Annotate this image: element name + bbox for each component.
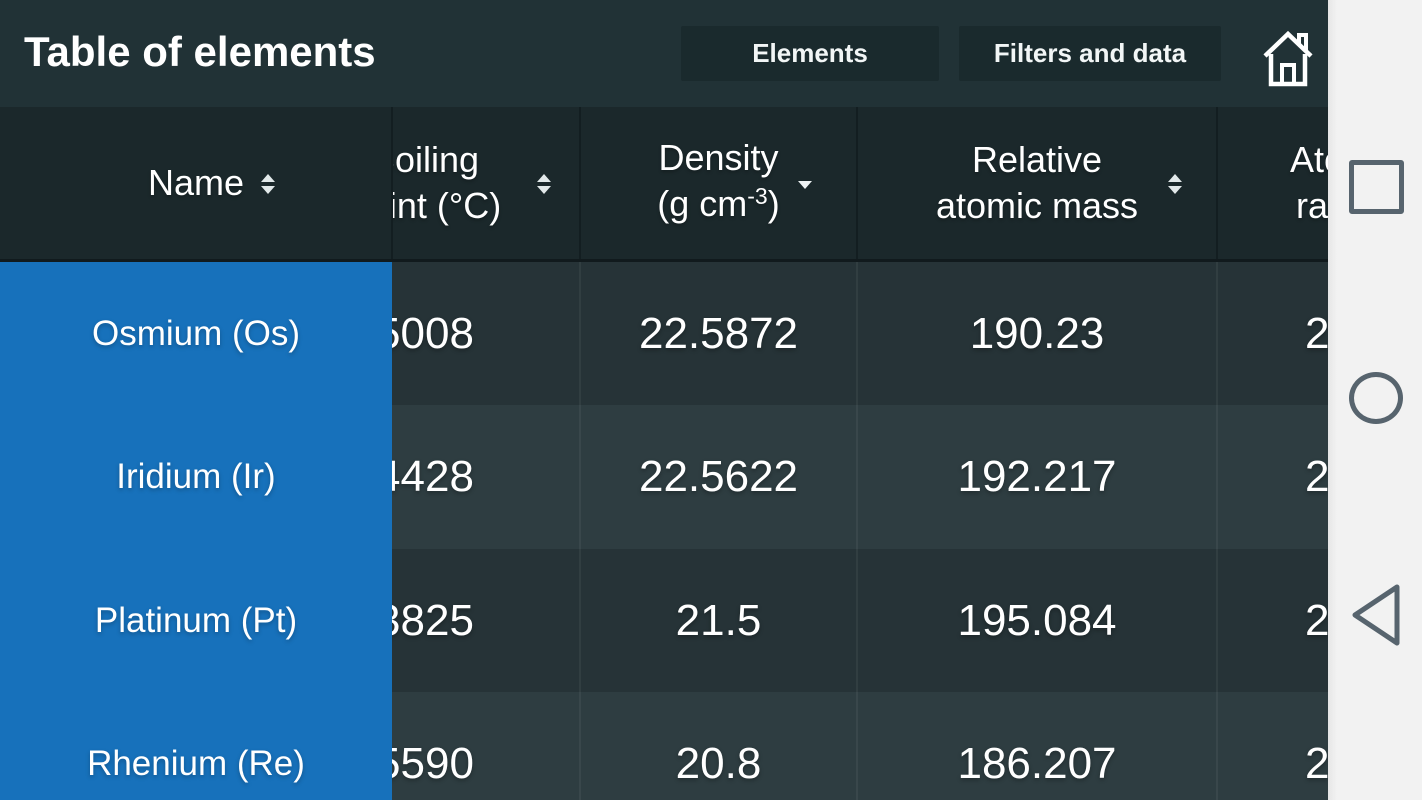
column-header-relative-atomic-mass[interactable]: Relative atomic mass <box>857 107 1217 259</box>
sort-descending-icon <box>798 181 812 189</box>
column-divider <box>856 107 858 259</box>
sort-unsorted-icon <box>1168 174 1182 194</box>
cell-boiling-point: 4428 <box>376 452 474 501</box>
sort-unsorted-icon <box>261 174 275 194</box>
cell-density: 22.5622 <box>638 452 799 501</box>
column-divider <box>391 107 393 259</box>
column-header-label: atomic mass <box>935 185 1139 226</box>
cell-relative-atomic-mass: 195.084 <box>957 595 1117 645</box>
cell-atomic-radius: 2 <box>1305 739 1330 788</box>
cell-relative-atomic-mass: 190.23 <box>969 308 1105 358</box>
elements-button[interactable]: Elements <box>681 26 939 81</box>
table-header-row: Boiling point (°C) Density (g cm-3) Rela… <box>0 107 1400 262</box>
cell-relative-atomic-mass: 186.207 <box>957 739 1117 788</box>
column-header-label: (g cm-3) <box>657 183 780 224</box>
sort-unsorted-icon <box>537 174 551 194</box>
column-header-label: Density <box>658 137 779 178</box>
app-home-button[interactable] <box>1254 24 1322 94</box>
home-icon <box>1263 30 1313 87</box>
cell-relative-atomic-mass: 192.217 <box>957 452 1117 501</box>
cell-density: 22.5872 <box>638 308 799 358</box>
frozen-name-column: Osmium (Os) Iridium (Ir) Platinum (Pt) R… <box>0 262 392 800</box>
column-divider <box>856 262 858 800</box>
cell-element-name[interactable]: Iridium (Ir) <box>116 457 276 496</box>
column-divider <box>579 107 581 259</box>
cell-element-name[interactable]: Osmium (Os) <box>91 313 301 353</box>
column-header-label: Name <box>147 162 245 203</box>
home-circle-icon[interactable] <box>1349 372 1403 424</box>
cell-atomic-radius: 2 <box>1305 308 1330 358</box>
column-header-density[interactable]: Density (g cm-3) <box>580 107 857 259</box>
filters-and-data-button[interactable]: Filters and data <box>959 26 1221 81</box>
cell-density: 20.8 <box>675 739 762 788</box>
cell-boiling-point: 5008 <box>376 308 474 358</box>
cell-boiling-point: 3825 <box>376 595 474 645</box>
column-divider <box>1216 107 1218 259</box>
column-divider <box>1216 262 1218 800</box>
column-divider <box>579 262 581 800</box>
column-header-name[interactable]: Name <box>0 107 392 259</box>
cell-boiling-point: 5590 <box>376 739 474 788</box>
page-title: Table of elements <box>24 28 376 75</box>
android-navigation-bar <box>1328 0 1422 800</box>
recents-square-icon[interactable] <box>1349 160 1404 214</box>
cell-atomic-radius: 2 <box>1305 595 1330 645</box>
cell-atomic-radius: 2 <box>1305 452 1330 501</box>
cell-element-name[interactable]: Rhenium (Re) <box>87 744 305 783</box>
cell-density: 21.5 <box>675 595 762 645</box>
back-triangle-icon[interactable] <box>1347 581 1403 649</box>
column-header-label: Relative <box>971 139 1103 180</box>
cell-element-name[interactable]: Platinum (Pt) <box>94 600 298 640</box>
app-bar: Table of elements Elements Filters and d… <box>0 0 1328 107</box>
